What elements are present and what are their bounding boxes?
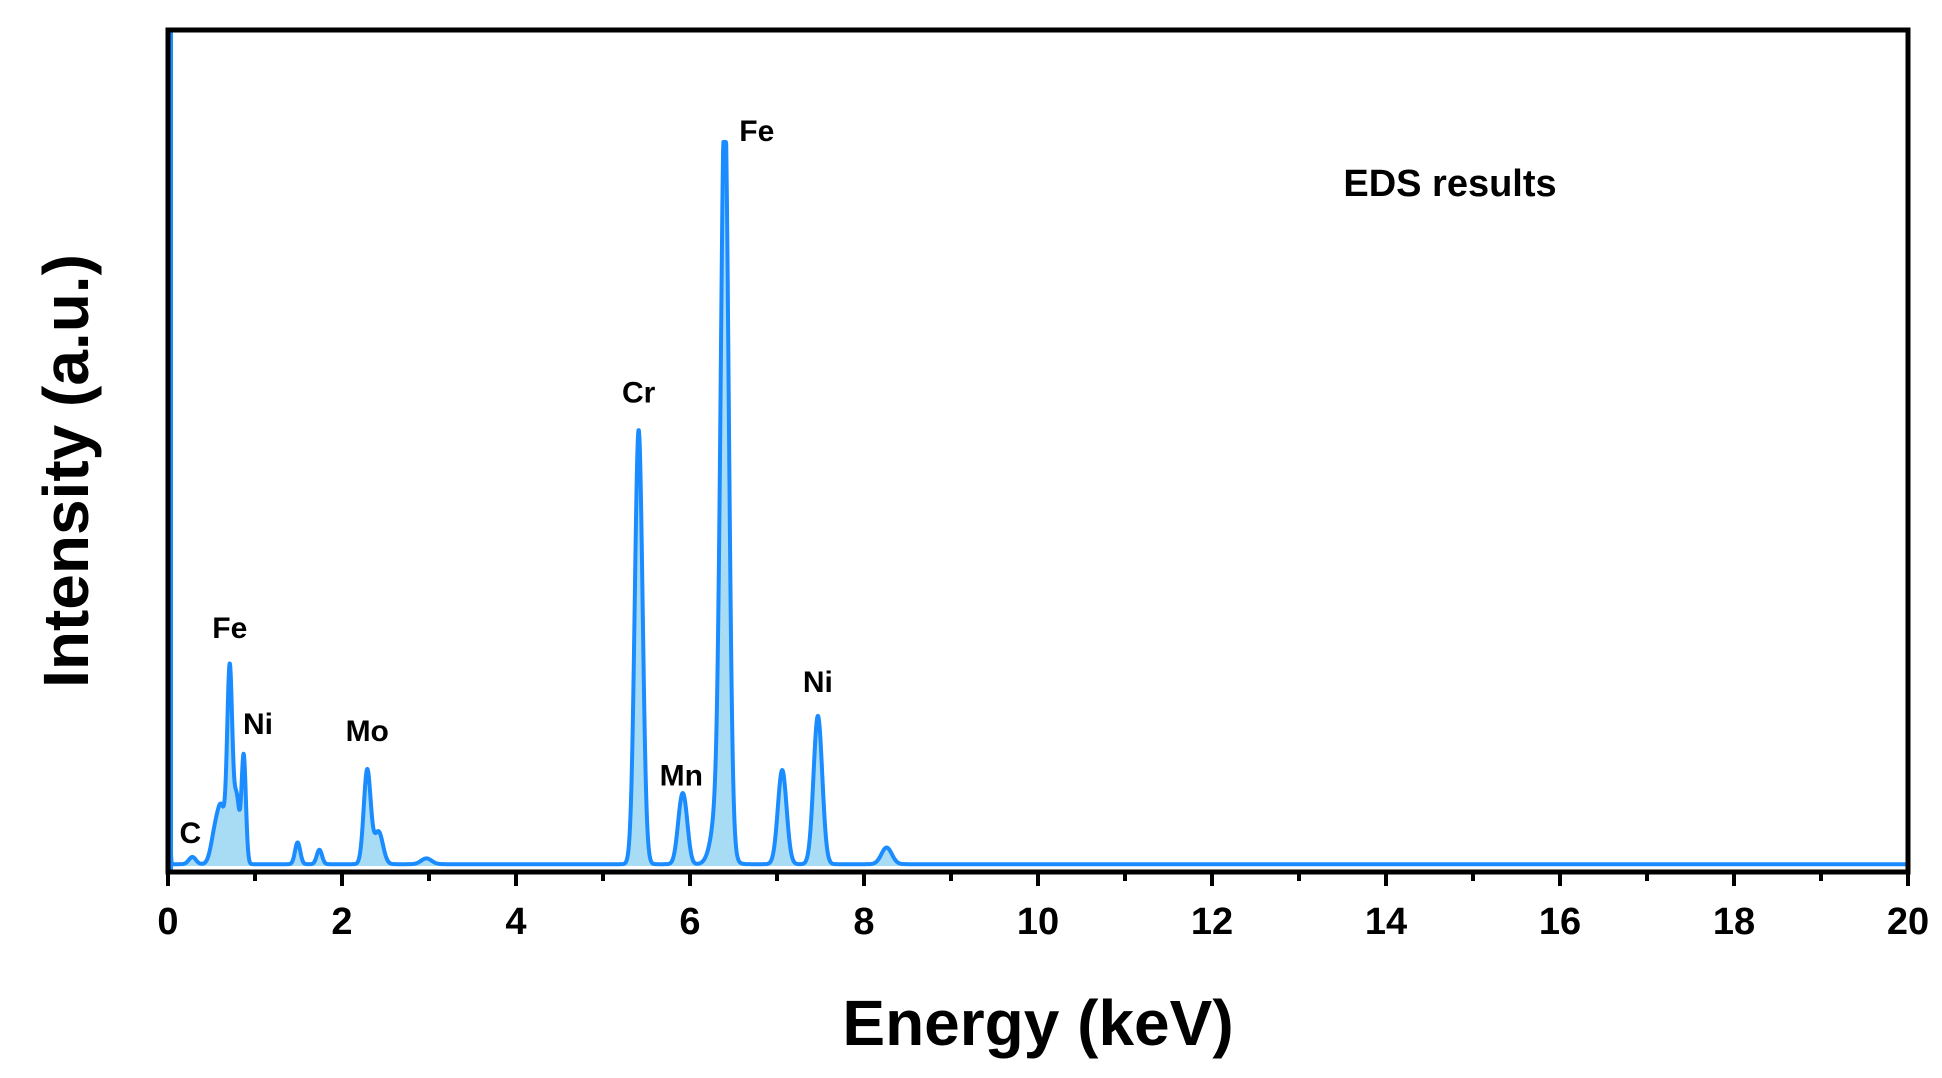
- x-tick-label: 10: [1017, 901, 1059, 943]
- x-tick-label: 8: [853, 901, 874, 943]
- peak-label-fe: Fe: [212, 612, 247, 645]
- x-tick-label: 6: [679, 901, 700, 943]
- x-tick-label: 16: [1539, 901, 1581, 943]
- x-tick-label: 2: [331, 901, 352, 943]
- peak-label-mn: Mn: [660, 760, 703, 793]
- x-axis-ticks: 0 2 4 6 8 10 12 14 16 18 20: [157, 872, 1929, 943]
- x-tick-label: 20: [1887, 901, 1929, 943]
- x-tick-label: 0: [157, 901, 178, 943]
- y-axis-title: Intensity (a.u.): [30, 254, 102, 688]
- x-tick-label: 4: [505, 901, 526, 943]
- x-tick-label: 12: [1191, 901, 1233, 943]
- peak-label-cr: Cr: [622, 376, 656, 409]
- spectrum-layer: [166, 32, 1910, 872]
- peak-label-fe: Fe: [739, 115, 774, 148]
- peak-label-c: C: [180, 817, 202, 850]
- peak-label-ni: Ni: [243, 708, 273, 741]
- plot-frame: [165, 27, 1911, 875]
- spectrum-fill: [168, 142, 1908, 866]
- peak-label-mo: Mo: [346, 715, 389, 748]
- x-tick-label: 14: [1365, 901, 1407, 943]
- peak-label-ni: Ni: [803, 666, 833, 699]
- annotation-eds-results: EDS results: [1343, 163, 1556, 205]
- spectrum-line: [166, 140, 1910, 867]
- peak-labels: C Fe Ni Mo Cr Mn Fe Ni: [180, 115, 833, 850]
- x-tick-label: 18: [1713, 901, 1755, 943]
- x-axis-title: Energy (keV): [842, 987, 1233, 1059]
